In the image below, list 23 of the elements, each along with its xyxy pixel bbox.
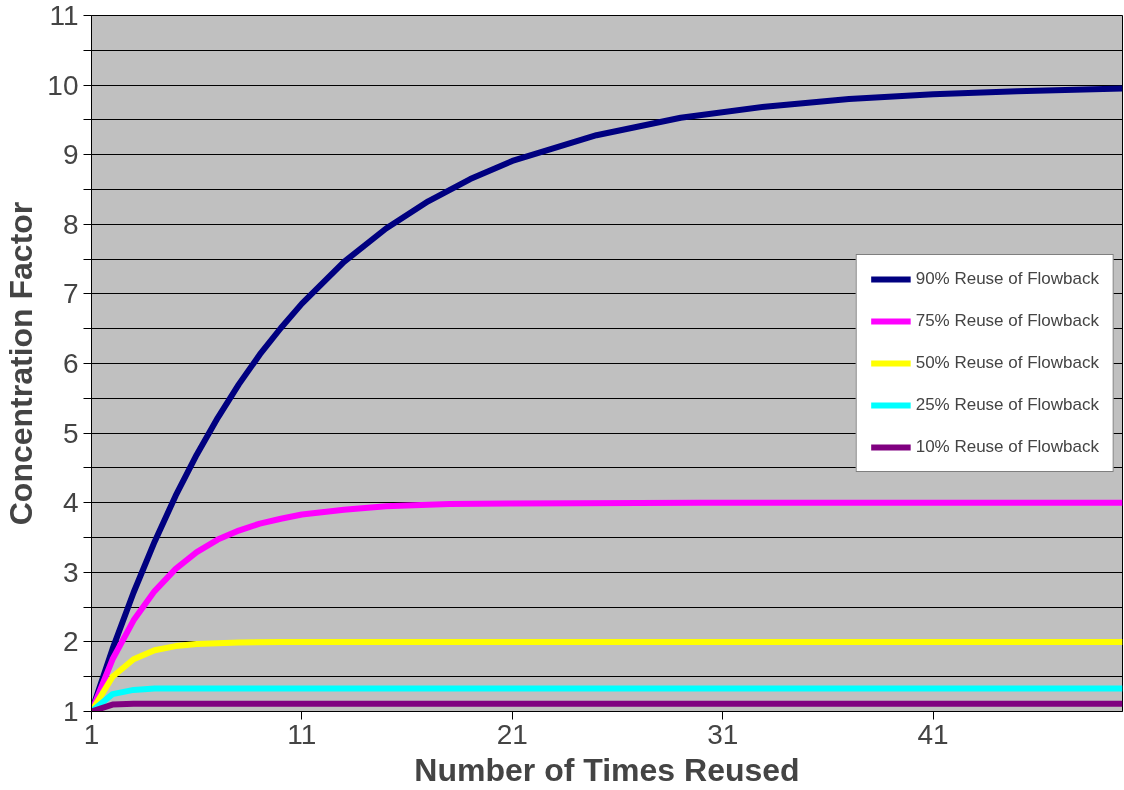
y-tick-label: 7 <box>62 278 79 310</box>
x-tick-label: 41 <box>917 718 949 750</box>
x-tick-label: 31 <box>707 718 739 750</box>
y-tick-label: 1 <box>62 696 79 727</box>
legend-label: 75% Reuse of Flowback <box>915 311 1099 331</box>
x-tick-label: 21 <box>496 718 528 750</box>
x-axis-title: Number of Times Reused <box>414 751 800 788</box>
y-tick-label: 9 <box>62 139 79 171</box>
y-tick-label: 6 <box>62 348 79 379</box>
legend-label: 50% Reuse of Flowback <box>915 353 1099 373</box>
x-tick-label: 11 <box>287 718 317 750</box>
y-tick-label: 8 <box>62 208 79 240</box>
y-tick-label: 4 <box>62 487 79 519</box>
legend-label: 25% Reuse of Flowback <box>915 395 1099 415</box>
y-tick-label: 2 <box>62 626 79 658</box>
y-tick-label: 10 <box>47 69 79 101</box>
x-tick-label: 1 <box>83 718 100 750</box>
y-axis-title: Concentration Factor <box>3 201 40 526</box>
y-tick-label: 5 <box>62 417 79 449</box>
y-tick-label: 3 <box>62 556 79 588</box>
y-tick-label: 11 <box>49 0 79 31</box>
legend-label: 10% Reuse of Flowback <box>915 437 1099 457</box>
legend-label: 90% Reuse of Flowback <box>915 269 1099 289</box>
